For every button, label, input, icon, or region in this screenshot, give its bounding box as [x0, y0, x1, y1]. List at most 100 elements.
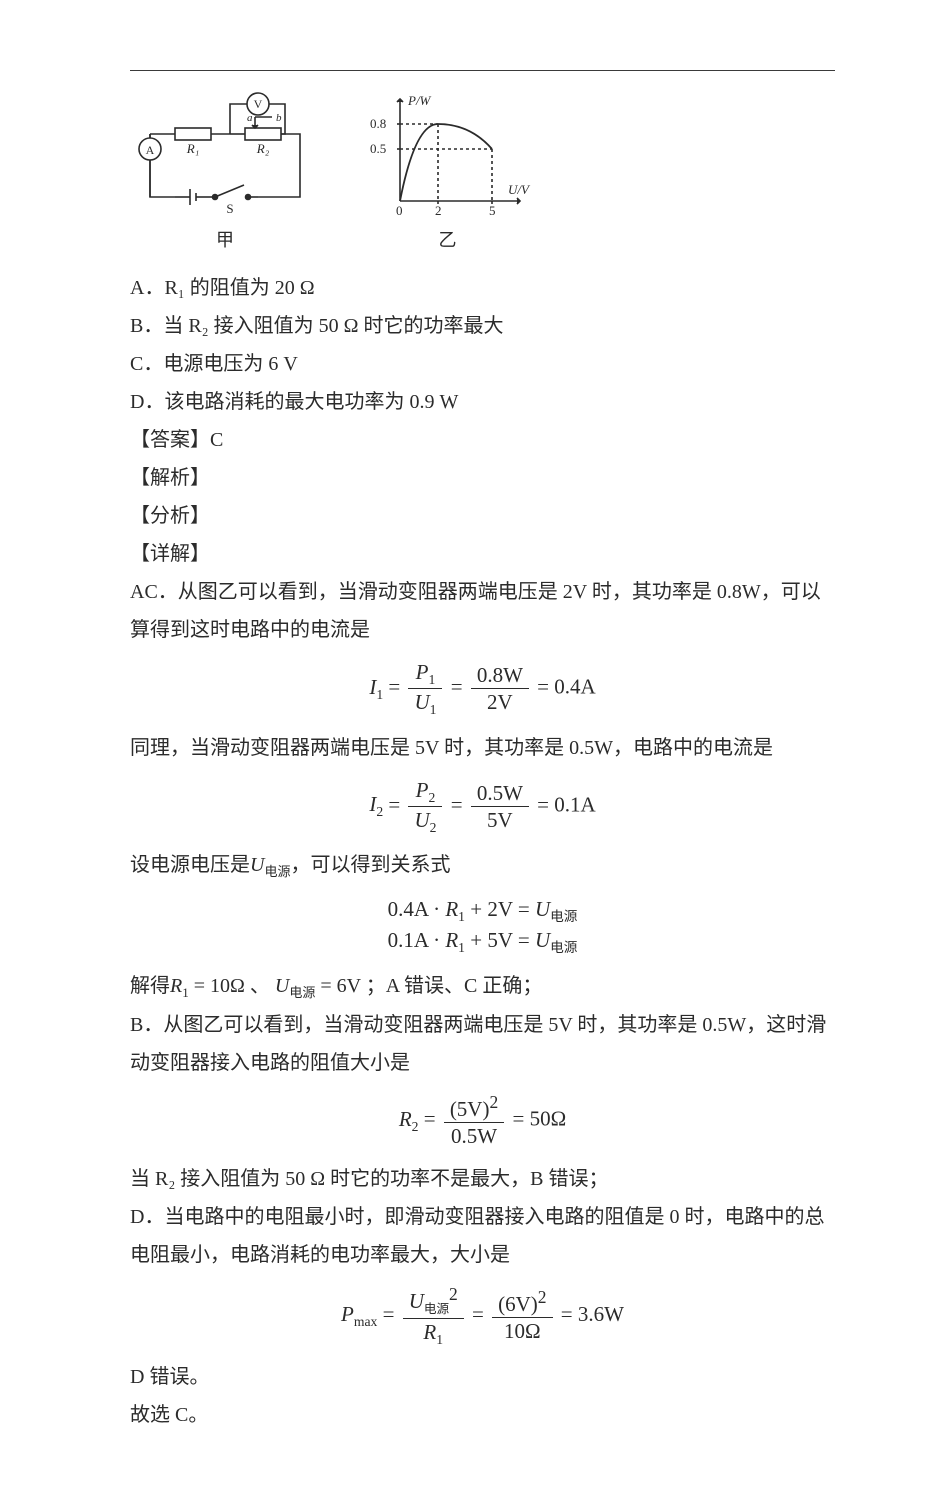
- p4-Rval: = 10Ω: [189, 975, 245, 997]
- eq1-f1n-sym: P: [416, 660, 429, 684]
- eq5-numsym: U: [409, 1289, 424, 1313]
- circuit-caption: 甲: [216, 223, 234, 257]
- figure-graph: 0.8 0.5 0 2 5 P/W U/V 乙: [360, 89, 535, 257]
- answer-header: 【答案】C: [130, 421, 835, 459]
- top-rule: [130, 70, 835, 71]
- para-5: B．从图乙可以看到，当滑动变阻器两端电压是 5V 时，其功率是 0.5W，这时滑…: [130, 1006, 835, 1082]
- eq1-f1n-sub: 1: [428, 672, 435, 687]
- p4-Usub: 电源: [289, 985, 315, 1000]
- graph-svg: 0.8 0.5 0 2 5 P/W U/V: [360, 89, 535, 219]
- eq2-f1n-sym: P: [416, 778, 429, 802]
- p4-Rsym: R: [170, 975, 182, 997]
- p3-b: ，可以得到关系式: [290, 854, 450, 876]
- p3-sym: U: [250, 854, 264, 876]
- equation-5: Pmax = U电源2 R1 = (6V)2 10Ω = 3.6W: [130, 1284, 835, 1348]
- eq3b-I: 0.1A: [388, 928, 428, 952]
- eq3b-rhs: U: [535, 928, 550, 952]
- para-8: D 错误。: [130, 1358, 835, 1396]
- choice-B: B．当 R₂ 接入阻值为 50 Ω 时它的功率最大: [130, 307, 835, 345]
- eq4-numexp: 2: [489, 1092, 498, 1112]
- eq2-f2d: 5V: [471, 807, 529, 833]
- para-2: 同理，当滑动变阻器两端电压是 5V 时，其功率是 0.5W，电路中的电流是: [130, 729, 835, 767]
- circuit-svg: A S R₁: [130, 89, 320, 219]
- svg-text:P/W: P/W: [407, 93, 432, 108]
- eq5-densym: R: [423, 1320, 436, 1344]
- svg-text:A: A: [146, 143, 155, 157]
- svg-text:R₂: R₂: [256, 141, 270, 156]
- svg-text:b: b: [276, 112, 282, 124]
- para-4: 解得R1 = 10Ω 、 U电源 = 6V ；A 错误、C 正确；: [130, 967, 835, 1006]
- eq2-f1n-sub: 2: [428, 790, 435, 805]
- figures-row: A S R₁: [130, 89, 835, 257]
- eq3a-R: R: [445, 897, 458, 921]
- eq5-res: 3.6W: [578, 1302, 624, 1326]
- eq2-lhs-sub: 2: [376, 804, 383, 819]
- eq4-lhssub: 2: [412, 1119, 419, 1134]
- para-1: AC．从图乙可以看到，当滑动变阻器两端电压是 2V 时，其功率是 0.8W，可以…: [130, 573, 835, 649]
- para-9: 故选 C。: [130, 1396, 835, 1434]
- eq1-f1d-sym: U: [414, 690, 429, 714]
- eq5-den2: 10Ω: [492, 1318, 552, 1344]
- eq3a-rhssub: 电源: [550, 909, 577, 924]
- eq5-numexp: 2: [449, 1284, 458, 1304]
- eq3a-rhs: U: [535, 897, 550, 921]
- eq1-f2d: 2V: [471, 689, 529, 715]
- choice-D: D．该电路消耗的最大电功率为 0.9 W: [130, 383, 835, 421]
- p4-Usym: U: [275, 975, 289, 997]
- p4-a: 解得: [130, 975, 170, 997]
- svg-text:0: 0: [396, 203, 403, 218]
- svg-text:0.5: 0.5: [370, 141, 386, 156]
- p4-sep: 、: [245, 975, 275, 997]
- svg-text:U/V: U/V: [508, 182, 531, 197]
- eq3b-rhssub: 电源: [550, 940, 577, 955]
- eq2-result: 0.1A: [554, 792, 595, 816]
- eq5-num2exp: 2: [538, 1287, 547, 1307]
- svg-text:5: 5: [489, 203, 496, 218]
- eq4-num: (5V): [450, 1097, 490, 1121]
- eq2-f2n: 0.5W: [471, 780, 529, 807]
- eq4-den: 0.5W: [444, 1123, 504, 1149]
- eq3b-R: R: [445, 928, 458, 952]
- eq2-f1d-sym: U: [414, 808, 429, 832]
- para-6: 当 R₂ 接入阻值为 50 Ω 时它的功率不是最大，B 错误；: [130, 1160, 835, 1198]
- eq1-lhs-sub: 1: [376, 687, 383, 702]
- eq5-numsub: 电源: [424, 1302, 449, 1316]
- eq3a-Rsub: 1: [458, 909, 465, 924]
- para-7: D．当电路中的电阻最小时，即滑动变阻器接入电路的阻值是 0 时，电路中的总电阻最…: [130, 1198, 835, 1274]
- eq5-lhs: P: [341, 1302, 354, 1326]
- eq3b-V: 5V: [487, 928, 512, 952]
- svg-text:R₁: R₁: [186, 141, 199, 156]
- eq1-result: 0.4A: [554, 675, 595, 699]
- choice-A: A．R₁ 的阻值为 20 Ω: [130, 269, 835, 307]
- eq5-lhssub: max: [354, 1314, 378, 1329]
- figure-circuit: A S R₁: [130, 89, 320, 257]
- eq4-lhs: R: [399, 1107, 412, 1131]
- eq5-num2: (6V): [498, 1292, 538, 1316]
- eq5-densub: 1: [436, 1332, 443, 1347]
- svg-text:2: 2: [435, 203, 442, 218]
- equation-3: 0.4A · R1 + 2V = U电源 0.1A · R1 + 5V = U电…: [130, 895, 835, 958]
- equation-2: I2 = P2 U2 = 0.5W 5V = 0.1A: [130, 777, 835, 837]
- p3-a: 设电源电压是: [130, 854, 250, 876]
- svg-text:S: S: [226, 201, 233, 216]
- p3-sub: 电源: [264, 864, 290, 879]
- p4-b: ；A 错误、C 正确；: [361, 975, 543, 997]
- eq3a-I: 0.4A: [388, 897, 428, 921]
- equation-4: R2 = (5V)2 0.5W = 50Ω: [130, 1092, 835, 1150]
- graph-caption: 乙: [439, 223, 457, 257]
- choice-C: C．电源电压为 6 V: [130, 345, 835, 383]
- analysis-header: 【分析】: [130, 497, 835, 535]
- eq1-f2n: 0.8W: [471, 662, 529, 689]
- eq4-res: 50Ω: [530, 1107, 567, 1131]
- page: A S R₁: [0, 0, 945, 1494]
- svg-text:0.8: 0.8: [370, 116, 386, 131]
- p4-Uval: = 6V: [315, 975, 360, 997]
- eq3b-Rsub: 1: [458, 940, 465, 955]
- explain-header: 【解析】: [130, 459, 835, 497]
- eq1-f1d-sub: 1: [430, 703, 437, 718]
- para-3: 设电源电压是U电源，可以得到关系式: [130, 846, 835, 885]
- eq3a-V: 2V: [487, 897, 512, 921]
- eq2-f1d-sub: 2: [430, 820, 437, 835]
- detail-header: 【详解】: [130, 535, 835, 573]
- svg-text:V: V: [254, 97, 263, 111]
